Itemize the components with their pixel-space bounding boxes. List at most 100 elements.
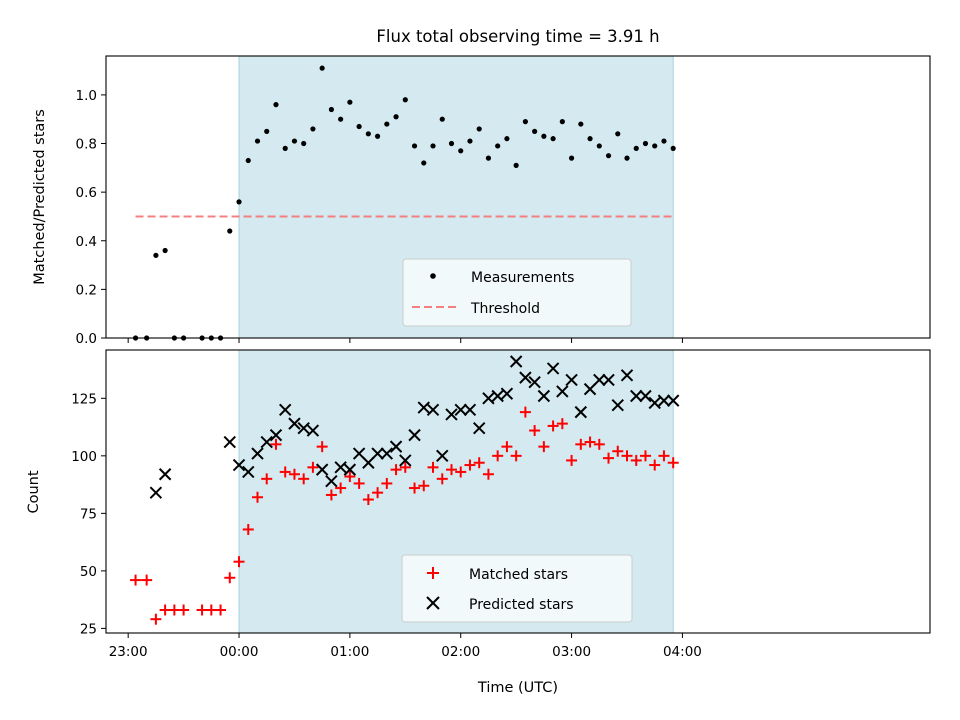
predicted-star-point: [445, 408, 458, 421]
measurement-point: [633, 145, 639, 151]
predicted-star-point: [380, 447, 394, 460]
measurement-point: [670, 145, 676, 151]
measurement-point: [615, 131, 621, 137]
matched-star-point: [418, 480, 430, 492]
predicted-star-point: [519, 371, 532, 384]
predicted-star-point-b: [297, 422, 310, 435]
count-x-tick-label: 00:00: [220, 644, 259, 660]
predicted-star-point: [454, 403, 467, 417]
predicted-star-point-b: [509, 355, 523, 368]
legend-predicted-marker: [426, 596, 440, 610]
predicted-star-point: [371, 447, 384, 460]
measurement-point: [153, 252, 159, 258]
measurement-point: [421, 160, 427, 166]
predicted-star-point: [500, 387, 514, 400]
matched-star-point: [335, 482, 347, 494]
predicted-star-point-b: [454, 403, 467, 417]
predicted-star-point: [620, 369, 634, 382]
predicted-star-point-b: [463, 403, 477, 417]
predicted-star-point: [343, 463, 357, 476]
count-legend-box: [401, 554, 633, 623]
ratio-x-ticks: [127, 338, 683, 343]
predicted-star-point: [583, 382, 597, 396]
legend-measurements-marker: [430, 273, 436, 279]
legend-threshold-label: Threshold: [470, 301, 540, 317]
predicted-star-point: [232, 458, 246, 472]
ratio-y-tick-label: 0.0: [76, 331, 97, 347]
matched-star-point: [150, 613, 162, 625]
predicted-star-point-b: [362, 456, 375, 469]
matched-star-point: [482, 468, 494, 480]
matched-star-point: [353, 477, 365, 489]
predicted-star-point: [158, 468, 172, 481]
measurement-point: [448, 140, 455, 147]
measurement-point: [467, 138, 473, 144]
measurement-point: [578, 121, 584, 127]
measurement-point: [347, 99, 353, 105]
matched-star-point: [298, 473, 310, 485]
measurement-point: [273, 102, 279, 108]
measurement-point: [605, 153, 612, 159]
predicted-star-point: [223, 435, 236, 449]
predicted-star-point-b: [371, 447, 384, 460]
predicted-star-point-b: [583, 382, 597, 396]
predicted-star-point-b: [408, 428, 421, 442]
measurement-point: [282, 145, 288, 151]
matched-star-point: [584, 436, 596, 448]
measurement-point: [264, 128, 270, 134]
predicted-star-point-b: [546, 362, 560, 375]
predicted-star-point-b: [426, 403, 440, 417]
predicted-star-point: [279, 403, 292, 417]
ratio-axes-frame: [105, 55, 931, 339]
legend-matched-marker: [427, 567, 439, 579]
predicted-star-point-b: [528, 376, 541, 389]
matched-star-point: [630, 454, 642, 466]
ratio-y-tick-label: 1.0: [76, 88, 97, 104]
matched-star-point: [473, 457, 485, 469]
predicted-star-point: [352, 447, 366, 460]
ratio-y-tick-label: 0.8: [76, 137, 97, 153]
predicted-star-point: [639, 389, 652, 403]
predicted-star-point-b: [445, 408, 458, 421]
predicted-star-point-b: [537, 389, 551, 403]
matched-star-point: [215, 604, 227, 616]
predicted-star-point: [306, 424, 320, 437]
count-plot-area: [130, 355, 680, 625]
matched-star-point: [667, 457, 679, 469]
measurement-point: [652, 143, 658, 149]
measurement-point: [522, 119, 528, 125]
count-y-tick-label: 75: [80, 506, 97, 522]
measurement-point: [458, 148, 464, 154]
predicted-star-point-b: [158, 468, 172, 481]
matched-star-point: [621, 450, 633, 462]
matched-star-point: [233, 556, 245, 568]
measurement-point: [338, 116, 344, 122]
matched-star-point: [261, 473, 273, 485]
predicted-star-point: [269, 428, 283, 442]
predicted-star-point: [565, 373, 578, 387]
matched-star-point: [178, 604, 190, 616]
count-x-ticks: 23:00 00:00 01:00 02:00 03:00 04:00: [109, 633, 702, 660]
count-x-tick-label: 23:00: [109, 644, 148, 660]
predicted-star-point: [593, 373, 606, 387]
predicted-star-point: [574, 405, 588, 419]
count-y-ticks: 25 50 75 100 125: [71, 391, 106, 637]
predicted-star-point-b: [565, 373, 578, 387]
measurement-point: [356, 123, 362, 130]
predicted-star-point-b: [334, 461, 347, 474]
predicted-star-point: [611, 399, 624, 412]
measurement-point: [550, 136, 556, 142]
count-y-tick-label: 25: [80, 621, 97, 637]
count-axes-frame: [105, 349, 931, 634]
measurement-point: [559, 119, 565, 125]
predicted-star-point-b: [269, 428, 283, 442]
matched-star-point: [538, 441, 550, 453]
predicted-star-point-b: [491, 389, 504, 403]
predicted-star-point-b: [352, 447, 366, 460]
count-y-tick-label: 125: [71, 391, 97, 407]
matched-star-point: [141, 574, 153, 586]
matched-star-point: [455, 466, 467, 478]
matched-star-point: [566, 454, 578, 466]
predicted-star-point-b: [389, 440, 403, 453]
predicted-star-point-b: [242, 465, 255, 479]
